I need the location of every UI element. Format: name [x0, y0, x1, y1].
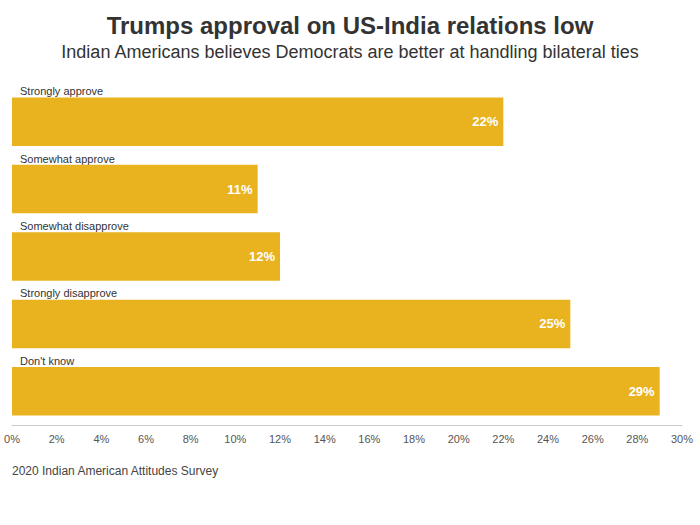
svg-text:29%: 29% — [629, 384, 655, 399]
svg-text:26%: 26% — [582, 433, 604, 445]
svg-text:Don't know: Don't know — [20, 355, 74, 367]
svg-text:24%: 24% — [537, 433, 559, 445]
svg-text:Indian Americans believes Demo: Indian Americans believes Democrats are … — [61, 42, 638, 62]
svg-text:18%: 18% — [403, 433, 425, 445]
svg-text:Trumps approval on US-India re: Trumps approval on US-India relations lo… — [107, 12, 594, 39]
svg-text:8%: 8% — [183, 433, 199, 445]
svg-text:2020 Indian American Attitudes: 2020 Indian American Attitudes Survey — [12, 464, 218, 478]
svg-text:25%: 25% — [539, 316, 565, 331]
svg-text:Somewhat approve: Somewhat approve — [20, 153, 115, 165]
svg-text:6%: 6% — [138, 433, 154, 445]
svg-text:0%: 0% — [4, 433, 20, 445]
svg-text:30%: 30% — [671, 433, 693, 445]
svg-text:Strongly approve: Strongly approve — [20, 85, 103, 97]
svg-text:22%: 22% — [492, 433, 514, 445]
svg-text:2%: 2% — [49, 433, 65, 445]
svg-text:10%: 10% — [224, 433, 246, 445]
svg-text:Strongly disapprove: Strongly disapprove — [20, 287, 117, 299]
svg-text:22%: 22% — [472, 114, 498, 129]
svg-text:12%: 12% — [249, 249, 275, 264]
svg-text:16%: 16% — [358, 433, 380, 445]
svg-text:20%: 20% — [448, 433, 470, 445]
svg-text:Somewhat disapprove: Somewhat disapprove — [20, 220, 129, 232]
svg-text:12%: 12% — [269, 433, 291, 445]
svg-text:11%: 11% — [227, 182, 253, 197]
svg-text:28%: 28% — [626, 433, 648, 445]
svg-text:4%: 4% — [93, 433, 109, 445]
svg-text:14%: 14% — [314, 433, 336, 445]
